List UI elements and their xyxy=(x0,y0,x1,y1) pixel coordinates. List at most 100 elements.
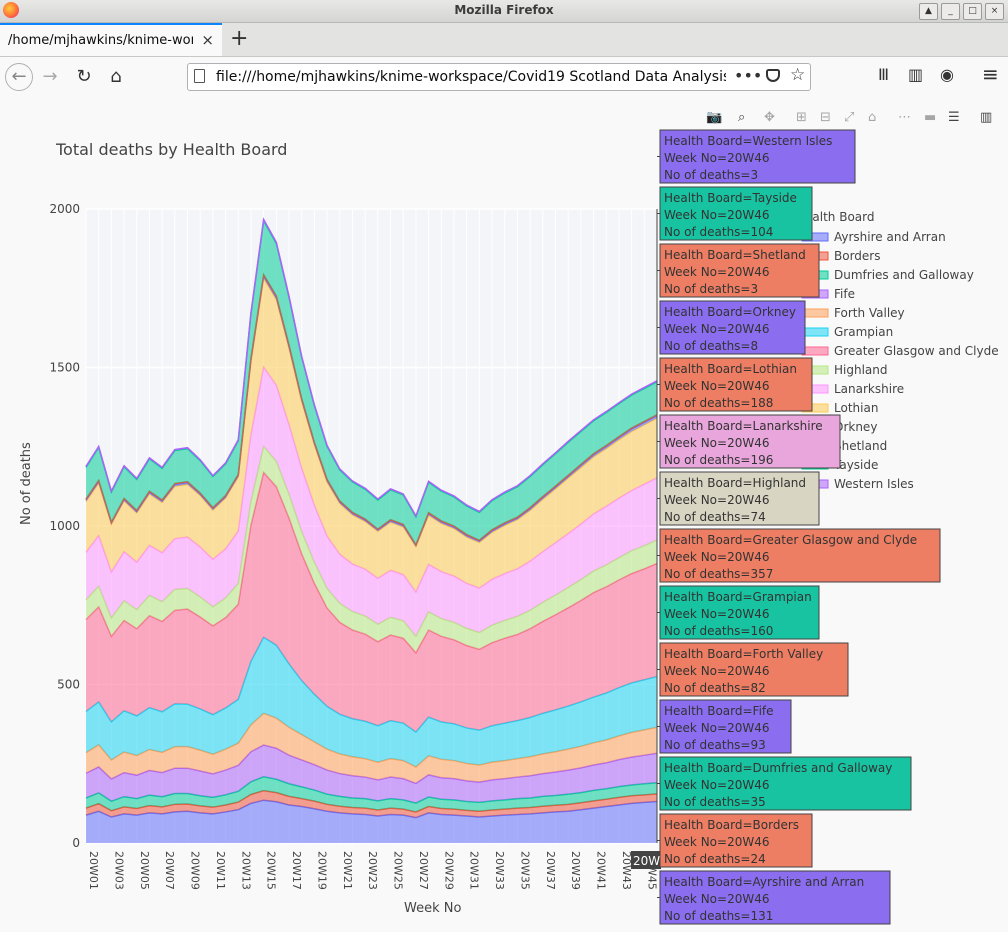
hover-closest-icon[interactable]: ▬ xyxy=(924,110,937,125)
pocket-icon[interactable] xyxy=(766,69,780,82)
area-forth-valley[interactable] xyxy=(86,713,657,784)
hover-label-text: Week No=20W46 xyxy=(664,550,769,564)
sidebar-icon[interactable]: ▥ xyxy=(908,65,924,84)
hover-label-text: No of deaths=24 xyxy=(664,852,766,866)
menu-icon[interactable]: ≡ xyxy=(982,62,999,86)
legend-item[interactable]: Greater Glasgow and Clyde xyxy=(834,344,999,358)
hover-compare-icon[interactable]: ☰ xyxy=(948,110,960,125)
x-tick-label: 20W33 xyxy=(493,851,506,890)
x-tick-label: 20W37 xyxy=(544,851,557,890)
y-tick-label: 2000 xyxy=(49,202,80,216)
forward-button[interactable]: → xyxy=(42,66,58,87)
hover-label-box xyxy=(659,756,912,811)
x-tick-label: 20W19 xyxy=(315,851,328,890)
hover-label-text: No of deaths=3 xyxy=(664,282,758,296)
legend-swatch[interactable] xyxy=(801,308,829,318)
firefox-logo-icon xyxy=(3,2,19,18)
window-maximize-button[interactable]: □ xyxy=(963,3,982,20)
zoom-in-icon[interactable]: ⊞ xyxy=(796,110,807,125)
legend-item[interactable]: Orkney xyxy=(834,420,877,434)
legend-item[interactable]: Western Isles xyxy=(834,477,914,491)
hover-label-text: Health Board=Shetland xyxy=(664,248,806,262)
chart-title: Total deaths by Health Board xyxy=(56,140,288,159)
legend-item[interactable]: Grampian xyxy=(834,325,893,339)
area-grampian[interactable] xyxy=(86,637,657,767)
legend-title: Health Board xyxy=(796,210,875,224)
legend-item[interactable]: Borders xyxy=(834,249,880,263)
hover-label-text: Health Board=Orkney xyxy=(664,305,796,319)
area-highland[interactable] xyxy=(86,446,657,653)
x-tick-label: 20W09 xyxy=(189,851,202,890)
reset-axes-icon[interactable]: ⌂ xyxy=(868,110,877,125)
zoom-icon[interactable]: ⌕ xyxy=(738,110,746,125)
hover-label-text: Health Board=Tayside xyxy=(664,191,797,205)
hover-label-text: No of deaths=188 xyxy=(664,396,773,410)
bookmark-star-icon[interactable]: ☆ xyxy=(790,65,806,85)
hover-label-text: No of deaths=93 xyxy=(664,738,766,752)
area-lothian[interactable] xyxy=(86,278,657,592)
url-text[interactable]: file:///home/mjhawkins/knime-workspace/C… xyxy=(216,69,726,85)
new-tab-button[interactable]: + xyxy=(230,26,249,51)
x-tick-label: 20W35 xyxy=(518,851,531,890)
window-titlebar: Mozilla Firefox ▲ _ □ × xyxy=(0,0,1008,23)
legend-item[interactable]: Lothian xyxy=(834,401,878,415)
legend-item[interactable]: Forth Valley xyxy=(834,306,905,320)
hover-label-text: Week No=20W46 xyxy=(664,892,769,906)
spike-lines-icon[interactable]: ⋯ xyxy=(898,110,911,125)
area-dumfries-and-galloway[interactable] xyxy=(86,776,657,812)
y-tick-label: 0 xyxy=(72,836,80,850)
x-tick-label: 20W43 xyxy=(620,851,633,890)
hover-label-box xyxy=(659,243,820,298)
autoscale-icon[interactable]: ⤢ xyxy=(844,110,855,125)
area-ayrshire-and-arran[interactable] xyxy=(86,800,657,843)
area-greater-glasgow-and-clyde[interactable] xyxy=(86,472,657,733)
hover-label-box xyxy=(659,471,820,526)
window-up-button[interactable]: ▲ xyxy=(919,3,938,20)
x-tick-label: 20W15 xyxy=(265,851,278,890)
window-close-button[interactable]: × xyxy=(985,3,1004,20)
legend-item[interactable]: Lanarkshire xyxy=(834,382,904,396)
hover-label-text: Week No=20W46 xyxy=(664,664,769,678)
hover-label-text: Health Board=Ayrshire and Arran xyxy=(664,875,864,889)
window-minimize-button[interactable]: _ xyxy=(941,3,960,20)
page-icon xyxy=(194,69,205,83)
hover-label-text: No of deaths=82 xyxy=(664,681,766,695)
hover-label-text: Week No=20W46 xyxy=(664,721,769,735)
legend-item[interactable]: Shetland xyxy=(834,439,887,453)
legend-item[interactable]: Highland xyxy=(834,363,888,377)
hover-label-text: No of deaths=74 xyxy=(664,510,766,524)
hover-label-box xyxy=(659,357,813,412)
home-button[interactable]: ⌂ xyxy=(110,66,122,87)
area-lanarkshire[interactable] xyxy=(86,367,657,637)
close-tab-icon[interactable]: × xyxy=(201,31,214,49)
legend-item[interactable]: Tayside xyxy=(833,458,878,472)
legend-item[interactable]: Dumfries and Galloway xyxy=(834,268,974,282)
y-tick-label: 1500 xyxy=(49,361,80,375)
camera-icon[interactable]: 📷 xyxy=(706,110,723,125)
hover-label-text: Week No=20W46 xyxy=(664,835,769,849)
page-actions-icon[interactable]: ••• xyxy=(734,66,763,85)
hover-label-box xyxy=(659,699,792,754)
library-icon[interactable]: Ⅲ xyxy=(878,65,890,84)
url-bar[interactable]: file:///home/mjhawkins/knime-workspace/C… xyxy=(187,63,811,91)
legend-item[interactable]: Ayrshire and Arran xyxy=(834,230,946,244)
hover-label-text: Week No=20W46 xyxy=(664,436,769,450)
area-tayside[interactable] xyxy=(86,220,657,545)
hover-label-text: No of deaths=357 xyxy=(664,567,773,581)
pan-icon[interactable]: ✥ xyxy=(764,110,775,125)
tab-active[interactable]: /home/mjhawkins/knime-workspace × xyxy=(0,23,222,56)
legend-swatch[interactable] xyxy=(801,346,829,356)
zoom-out-icon[interactable]: ⊟ xyxy=(820,110,831,125)
plotly-logo-icon[interactable]: ▥ xyxy=(980,110,993,125)
hover-label-text: Health Board=Western Isles xyxy=(664,134,832,148)
area-borders[interactable] xyxy=(86,790,657,818)
reload-button[interactable]: ↻ xyxy=(76,66,92,87)
x-tick-label: 20W23 xyxy=(366,851,379,890)
legend-item[interactable]: Fife xyxy=(834,287,855,301)
account-icon[interactable]: ◉ xyxy=(940,65,954,84)
hover-label-text: Health Board=Fife xyxy=(664,704,774,718)
area-fife[interactable] xyxy=(86,745,657,804)
back-button[interactable]: ← xyxy=(5,63,33,91)
legend-swatch[interactable] xyxy=(801,327,829,337)
